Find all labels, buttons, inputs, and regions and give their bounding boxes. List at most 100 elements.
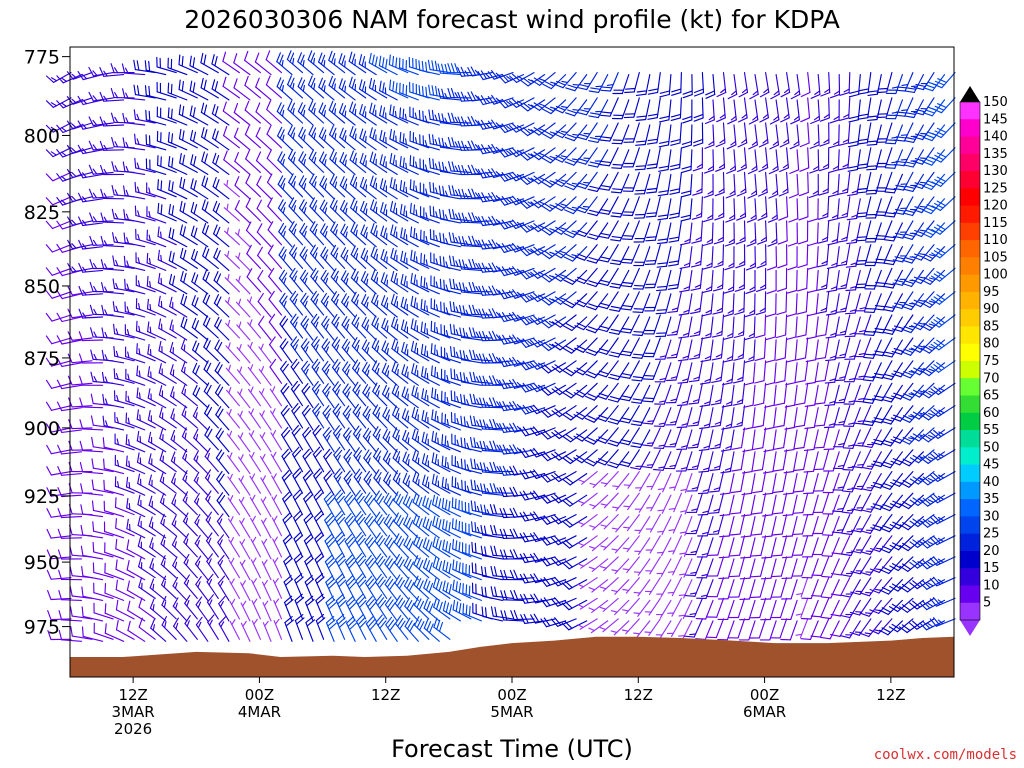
wind-barb <box>101 282 125 295</box>
barb-feather <box>502 444 508 455</box>
barb-feather <box>127 600 131 611</box>
wind-barb <box>204 404 219 429</box>
wind-barb <box>246 268 261 293</box>
barb-feather <box>71 195 77 202</box>
barb-feather <box>113 368 116 379</box>
barb-feather <box>461 188 466 200</box>
wind-barb <box>205 511 219 537</box>
barb-feather <box>294 492 303 501</box>
barb-feather <box>406 558 412 569</box>
barb-feather <box>512 486 519 497</box>
barb-staff <box>222 110 240 124</box>
barb-feather <box>362 179 367 190</box>
barb-feather <box>336 614 345 622</box>
barb-feather <box>334 205 338 213</box>
barb-staff <box>115 568 135 579</box>
barb-feather <box>193 180 197 191</box>
wind-barb <box>250 536 261 558</box>
wind-barb <box>331 313 346 339</box>
wind-barb <box>255 127 272 151</box>
barb-feather <box>302 448 310 457</box>
barb-feather <box>435 599 440 610</box>
barb-feather <box>399 131 402 143</box>
barb-feather <box>283 451 291 460</box>
barb-feather <box>114 189 119 196</box>
barb-feather <box>325 277 329 285</box>
wind-barb <box>113 323 135 339</box>
barb-feather <box>182 512 189 522</box>
wind-barb <box>202 292 219 316</box>
barb-feather <box>168 250 172 262</box>
barb-feather <box>201 199 206 210</box>
barb-feather <box>231 598 236 605</box>
barb-feather <box>336 367 340 374</box>
barb-feather <box>325 346 329 353</box>
barb-feather <box>122 88 126 99</box>
barb-feather <box>123 185 126 196</box>
barb-feather <box>389 177 393 188</box>
barb-feather <box>402 157 405 169</box>
barb-feather <box>431 109 435 121</box>
barb-feather <box>414 387 418 398</box>
wind-barb <box>308 124 325 149</box>
barb-feather <box>201 175 206 186</box>
barb-feather <box>428 520 433 531</box>
wind-barb <box>215 449 230 475</box>
barb-feather <box>365 430 372 440</box>
barb-feather <box>347 478 352 485</box>
barb-feather <box>171 205 175 216</box>
barb-feather <box>357 411 361 419</box>
wind-barb <box>205 490 219 516</box>
wind-barb <box>144 85 167 101</box>
barb-staff <box>245 206 261 222</box>
wind-barb <box>193 471 209 496</box>
wind-barb <box>149 578 167 601</box>
barb-feather <box>289 52 295 63</box>
barb-feather <box>90 415 94 426</box>
wind-barb <box>229 598 240 620</box>
wind-barb <box>213 294 230 318</box>
wind-barb <box>301 383 314 409</box>
barb-feather <box>194 513 201 524</box>
barb-feather <box>290 380 298 390</box>
barb-feather <box>218 452 225 462</box>
wind-barb <box>271 473 283 494</box>
barb-feather <box>362 384 369 394</box>
wind-barb <box>432 556 451 579</box>
barb-feather <box>376 322 379 330</box>
wind-barb <box>145 158 167 175</box>
barb-feather <box>428 109 431 120</box>
barb-feather <box>410 249 413 261</box>
barb-feather <box>355 593 364 602</box>
barb-feather <box>352 359 359 369</box>
barb-feather <box>377 412 380 419</box>
barb-feather <box>315 344 319 351</box>
barb-feather <box>323 110 326 117</box>
wind-barb <box>324 533 336 560</box>
barb-feather <box>358 558 366 568</box>
barb-feather <box>354 406 362 416</box>
wind-barb <box>261 517 272 539</box>
barb-feather <box>215 203 220 214</box>
barb-staff <box>266 181 283 198</box>
wind-barb <box>244 125 261 149</box>
wind-barb <box>159 407 177 429</box>
wind-barb <box>372 426 388 451</box>
barb-feather <box>362 203 368 214</box>
wind-barb <box>100 164 125 176</box>
barb-feather <box>432 515 436 526</box>
wind-barb <box>329 125 346 149</box>
wind-barb <box>390 224 409 246</box>
barb-feather <box>441 455 444 467</box>
wind-barb <box>181 427 198 451</box>
wind-barb <box>189 129 209 151</box>
wind-barb <box>325 595 337 622</box>
barb-feather <box>303 385 311 395</box>
wind-barb <box>58 569 83 581</box>
barb-feather <box>443 302 446 314</box>
wind-barb <box>114 476 135 494</box>
barb-feather <box>202 246 207 257</box>
barb-feather <box>356 389 360 397</box>
barb-feather <box>448 208 452 220</box>
barb-feather <box>491 308 498 318</box>
